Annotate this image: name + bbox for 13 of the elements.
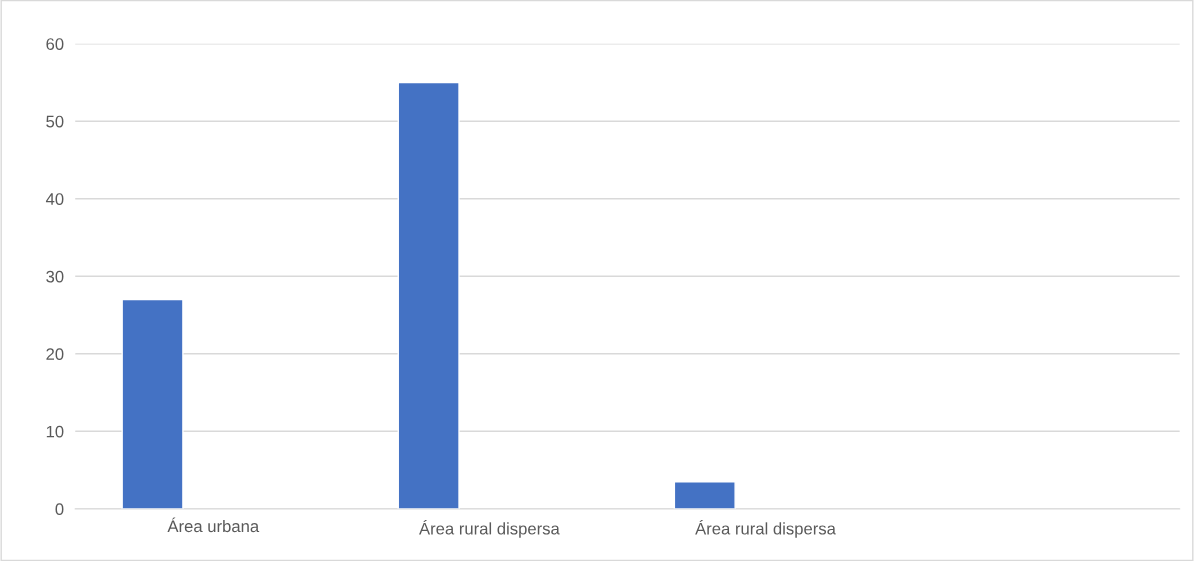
x-tick-label: Área rural dispersa [695,519,836,538]
y-tick-label: 0 [55,503,64,516]
y-tick-label: 30 [46,270,64,283]
y-tick-label: 10 [46,425,64,438]
y-tick-label: 20 [46,348,64,361]
y-tick-label: 60 [46,38,64,50]
y-tick-label: 50 [46,115,64,128]
bar [397,81,460,509]
x-tick-label: Área urbana [167,517,260,533]
bar [121,298,184,509]
bar [673,481,736,509]
x-tick-label: Área rural dispersa [419,519,560,538]
y-tick-label: 40 [45,193,64,205]
